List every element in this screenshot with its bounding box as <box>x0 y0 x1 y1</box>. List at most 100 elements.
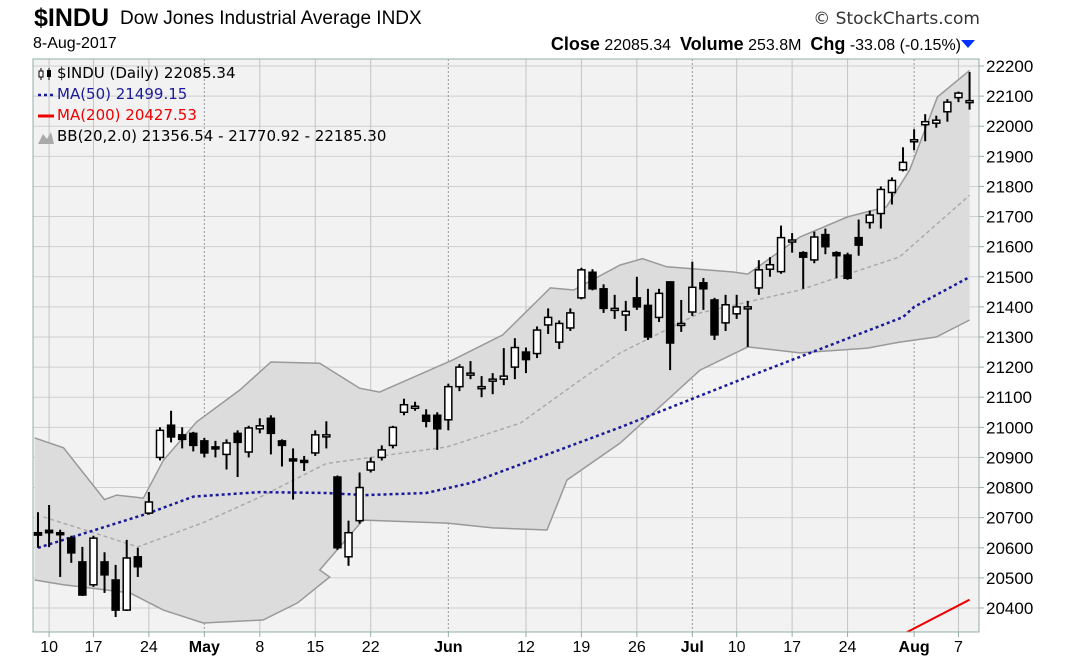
y-tick-label: 20600 <box>986 539 1033 558</box>
legend-ma50-text: MA(50) 21499.15 <box>57 85 188 103</box>
candle-body <box>887 179 897 194</box>
chg-label: Chg <box>810 34 846 54</box>
candle <box>920 114 930 142</box>
y-tick-label: 20900 <box>986 448 1033 467</box>
x-tick-label: 24 <box>839 639 857 656</box>
candle-body <box>122 557 131 611</box>
candle-body <box>466 372 475 376</box>
x-tick-label: Jul <box>681 639 704 656</box>
volume-value: 253.8M <box>748 37 802 54</box>
candle <box>754 260 764 295</box>
candle-body <box>588 271 597 290</box>
legend-bb-text: BB(20,2.0) 21356.54 - 21770.92 - 22185.3… <box>57 127 387 145</box>
candle <box>499 348 509 386</box>
brand-watermark: © StockCharts.com <box>813 9 980 29</box>
candle-body <box>499 375 509 380</box>
candle <box>543 308 553 334</box>
y-tick-label: 21800 <box>986 177 1033 196</box>
candle-body <box>355 486 364 522</box>
candle <box>299 455 309 471</box>
y-tick-label: 21400 <box>986 298 1033 317</box>
candle <box>765 257 775 277</box>
x-tick-label: 7 <box>954 639 963 656</box>
x-tick-label: 8 <box>255 639 264 656</box>
candle-body <box>288 458 298 462</box>
candle <box>699 277 708 310</box>
candle <box>122 539 131 611</box>
candle-body <box>699 282 708 290</box>
candle <box>189 431 198 452</box>
y-tick-label: 21600 <box>986 238 1033 257</box>
chart-date: 8-Aug-2017 <box>33 35 117 52</box>
candle-body <box>366 461 375 471</box>
candle-body <box>344 531 353 558</box>
candle <box>776 225 786 274</box>
candle <box>477 376 486 398</box>
candle <box>688 261 697 316</box>
legend-price: $INDU (Daily) 22085.34 <box>38 63 386 84</box>
y-axis: 20400 20500 20600 20700 20800 20900 21000 21100… <box>979 57 1033 618</box>
candle-body <box>832 251 841 257</box>
x-tick-label: May <box>189 639 220 656</box>
x-tick-label: Jun <box>434 639 462 656</box>
y-tick-label: 22200 <box>986 57 1033 76</box>
candle <box>898 147 908 172</box>
candle-body <box>233 432 242 444</box>
y-tick-label: 20400 <box>986 599 1033 618</box>
bb-middle-ma20-line <box>43 194 971 548</box>
candle-body <box>78 561 87 596</box>
candle-body <box>311 434 320 454</box>
candle <box>510 338 520 380</box>
y-tick-label: 21500 <box>986 268 1033 287</box>
candle <box>798 251 808 289</box>
candle <box>355 472 364 524</box>
candle-body <box>599 288 608 310</box>
candle-body <box>33 531 43 536</box>
x-tick-label: Aug <box>899 639 930 656</box>
candle-body <box>554 322 564 343</box>
candle-body <box>410 405 420 409</box>
x-tick-label: 15 <box>306 639 324 656</box>
candle-body <box>377 449 387 459</box>
candle-body <box>721 304 730 324</box>
candle <box>266 415 276 455</box>
candle-body <box>255 425 265 430</box>
quote-stats: Close 22085.34 Volume 253.8M Chg -33.08 … <box>551 34 961 55</box>
candle-body <box>577 269 586 299</box>
candle-body <box>399 403 409 414</box>
candle <box>843 252 852 280</box>
candle <box>78 546 87 596</box>
candle <box>322 421 331 449</box>
candle <box>100 552 109 593</box>
candle-body <box>621 310 631 316</box>
x-tick-label: 10 <box>728 639 746 656</box>
candle-body <box>133 556 143 568</box>
y-tick-label: 21200 <box>986 358 1033 377</box>
candle-body <box>211 446 220 450</box>
candle <box>388 425 398 449</box>
candle <box>554 320 564 350</box>
candle <box>277 439 287 467</box>
candle-body <box>965 99 974 104</box>
candle-body <box>455 366 464 388</box>
candle <box>233 430 242 478</box>
candle-body <box>521 351 531 361</box>
candle-body <box>610 307 619 312</box>
ma50-line <box>37 275 971 549</box>
security-name: Dow Jones Industrial Average INDX <box>120 8 422 29</box>
chart-legend: $INDU (Daily) 22085.34 MA(50) 21499.15 M… <box>38 63 386 147</box>
candle-body <box>299 459 309 464</box>
candle-body <box>510 346 520 368</box>
candle <box>876 186 886 229</box>
candle-body <box>388 426 398 447</box>
candle-body <box>166 424 176 438</box>
candle-body <box>854 236 863 246</box>
candle <box>521 347 531 374</box>
candle <box>932 115 941 128</box>
y-tick-label: 20700 <box>986 509 1033 528</box>
candle <box>665 281 675 371</box>
y-tick-label: 22100 <box>986 87 1033 106</box>
y-tick-label: 21900 <box>986 147 1033 166</box>
candle <box>632 276 642 310</box>
